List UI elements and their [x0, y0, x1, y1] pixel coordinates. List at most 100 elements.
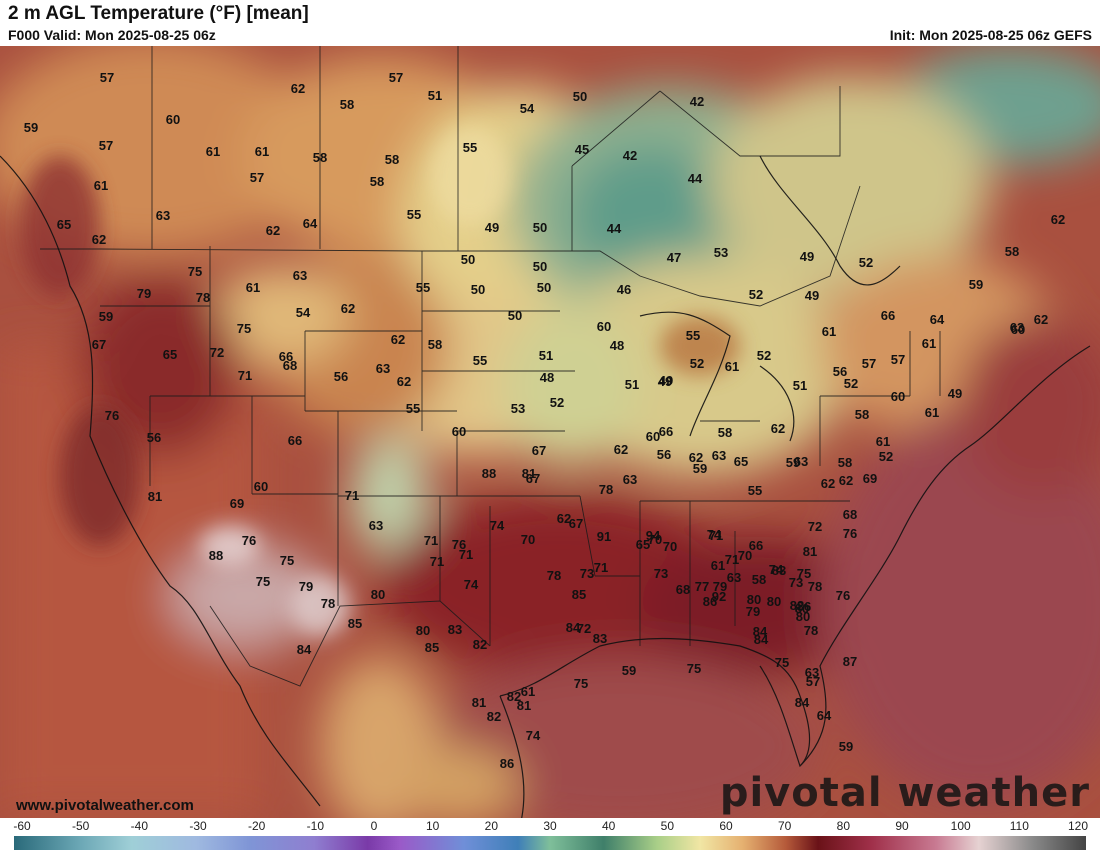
temperature-point-label: 67 — [92, 337, 106, 352]
temperature-point-label: 73 — [789, 575, 803, 590]
temperature-point-label: 94 — [646, 528, 661, 543]
temperature-point-label: 52 — [690, 356, 704, 371]
temperature-point-label: 55 — [406, 401, 420, 416]
temperature-map: 57 57 62 51 54 50 58 60 59 57 61 61 58 55 45 42 61 57 58 42… — [0, 46, 1100, 818]
colorbar-tick-label: 30 — [543, 819, 557, 833]
temperature-point-label: 61 — [94, 178, 108, 193]
colorbar: -60 -50 -40 -30 -20 -10 0 10 20 30 40 50 60 70 80 90 100… — [0, 818, 1100, 850]
temperature-point-label: 62 — [614, 442, 628, 457]
temperature-point-label: 62 — [1034, 312, 1048, 327]
temperature-point-label: 77 — [695, 579, 709, 594]
temperature-point-label: 51 — [793, 378, 807, 393]
temperature-point-label: 60 — [891, 389, 905, 404]
temperature-point-label: 51 — [625, 377, 639, 392]
temperature-point-label: 59 — [24, 120, 38, 135]
temperature-point-label: 62 — [771, 421, 785, 436]
temperature-point-label: 57 — [250, 170, 264, 185]
temperature-point-label: 62 — [557, 511, 571, 526]
temperature-point-label: 58 — [752, 572, 766, 587]
temperature-point-label: 51 — [428, 88, 442, 103]
temperature-point-label: 76 — [242, 533, 256, 548]
temperature-point-label: 55 — [473, 353, 487, 368]
temperature-point-label: 46 — [617, 282, 631, 297]
valid-time: F000 Valid: Mon 2025-08-25 06z — [8, 27, 216, 43]
colorbar-tick-label: -50 — [71, 819, 90, 833]
temperature-point-label: 57 — [806, 674, 820, 689]
temperature-point-label: 76 — [843, 526, 857, 541]
temperature-point-label: 66 — [749, 538, 763, 553]
temperature-point-label: 62 — [266, 223, 280, 238]
temperature-point-label: 67 — [569, 516, 583, 531]
temperature-point-label: 74 — [464, 577, 479, 592]
temperature-point-label: 86 — [703, 594, 717, 609]
colorbar-tick-label: 90 — [895, 819, 909, 833]
temperature-point-label: 58 — [718, 425, 732, 440]
temperature-point-label: 71 — [424, 533, 438, 548]
temperature-point-label: 83 — [772, 563, 786, 578]
temperature-point-label: 75 — [574, 676, 588, 691]
temperature-point-label: 88 — [482, 466, 496, 481]
temperature-point-label: 50 — [573, 89, 587, 104]
temperature-point-label: 81 — [803, 544, 817, 559]
temperature-point-label: 87 — [843, 654, 857, 669]
temperature-point-label: 59 — [969, 277, 983, 292]
temperature-point-label: 71 — [345, 488, 359, 503]
temperature-point-label: 49 — [948, 386, 962, 401]
temperature-point-label: 60 — [166, 112, 180, 127]
temperature-point-label: 72 — [210, 345, 224, 360]
temperature-point-label: 64 — [817, 708, 832, 723]
temperature-point-label: 85 — [348, 616, 362, 631]
temperature-point-label: 45 — [575, 142, 589, 157]
temperature-point-label: 61 — [925, 405, 939, 420]
temperature-point-label: 55 — [748, 483, 762, 498]
temperature-point-label: 65 — [636, 537, 650, 552]
colorbar-tick-label: 60 — [719, 819, 733, 833]
temperature-point-label: 92 — [712, 589, 726, 604]
temperature-point-label: 79 — [137, 286, 151, 301]
temperature-point-label: 85 — [572, 587, 586, 602]
temperature-point-label: 60 — [1011, 322, 1025, 337]
temperature-point-label: 75 — [687, 661, 701, 676]
colorbar-strip — [14, 836, 1086, 850]
temperature-point-label: 84 — [753, 624, 768, 639]
temperature-point-label: 79 — [746, 604, 760, 619]
temperature-point-label: 81 — [472, 695, 486, 710]
temperature-point-label: 71 — [709, 528, 723, 543]
temperature-point-label: 72 — [808, 519, 822, 534]
temperature-point-label: 59 — [839, 739, 853, 754]
temperature-point-label: 73 — [580, 566, 594, 581]
temperature-point-label: 63 — [623, 472, 637, 487]
colorbar-tick-label: -40 — [130, 819, 148, 833]
temperature-point-label: 78 — [599, 482, 613, 497]
temperature-point-label: 54 — [296, 305, 311, 320]
temperature-point-label: 81 — [522, 466, 536, 481]
temperature-point-label: 52 — [859, 255, 873, 270]
temperature-point-label: 62 — [821, 476, 835, 491]
temperature-point-label: 48 — [610, 338, 624, 353]
temperature-point-label: 74 — [490, 518, 505, 533]
temperature-point-label: 58 — [855, 407, 869, 422]
temperature-point-label: 82 — [473, 637, 487, 652]
temperature-point-label: 61 — [521, 684, 535, 699]
temperature-point-label: 80 — [796, 609, 810, 624]
temperature-point-label: 63 — [156, 208, 170, 223]
temperature-point-label: 66 — [659, 424, 673, 439]
temperature-point-label: 44 — [607, 221, 622, 236]
init-time: Init: Mon 2025-08-25 06z GEFS — [889, 27, 1092, 43]
temperature-point-label: 84 — [566, 620, 581, 635]
temperature-point-label: 55 — [416, 280, 430, 295]
temperature-point-label: 80 — [416, 623, 430, 638]
temperature-point-label: 58 — [313, 150, 327, 165]
temperature-point-label: 61 — [922, 336, 936, 351]
temperature-point-label: 65 — [57, 217, 71, 232]
colorbar-tick-label: 100 — [950, 819, 971, 833]
temperature-point-label: 63 — [805, 665, 819, 680]
temperature-point-label: 42 — [690, 94, 704, 109]
temperature-point-label: 49 — [659, 373, 673, 388]
temperature-point-label: 81 — [517, 698, 531, 713]
temperature-point-label: 75 — [797, 566, 811, 581]
temperature-point-label: 66 — [881, 308, 895, 323]
temperature-point-label: 55 — [407, 207, 421, 222]
temperature-point-label: 50 — [471, 282, 485, 297]
temperature-point-label: 83 — [448, 622, 462, 637]
